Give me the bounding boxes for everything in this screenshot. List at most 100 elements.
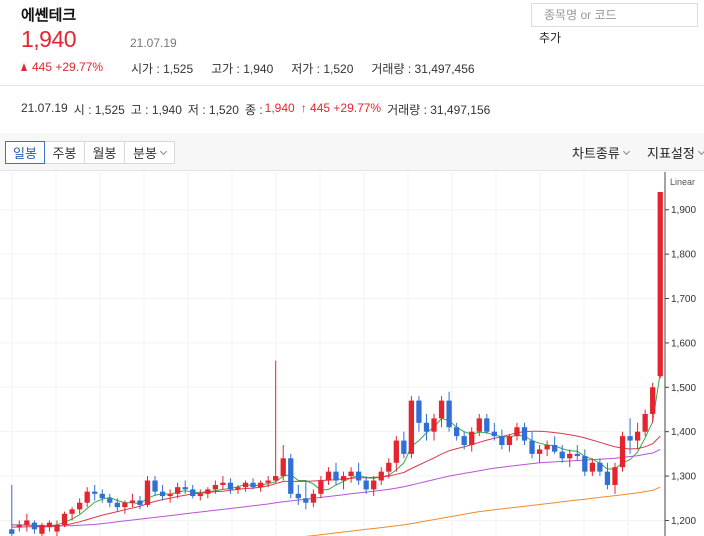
summary-volume: 거래량 : 31,497,156 xyxy=(387,103,491,117)
stat-volume: 거래량 : 31,497,456 xyxy=(371,62,475,76)
stat-open: 시가 : 1,525 xyxy=(131,62,194,76)
tab-weekly[interactable]: 주봉 xyxy=(45,141,85,164)
candle-body xyxy=(46,522,53,528)
candle-body xyxy=(401,440,407,454)
ma-line-ma5 xyxy=(11,373,661,528)
candle-body xyxy=(39,524,45,534)
tab-minute[interactable]: 분봉 xyxy=(125,141,175,164)
tab-monthly[interactable]: 월봉 xyxy=(85,141,125,164)
candle-body xyxy=(273,476,279,481)
candle-body xyxy=(92,491,98,494)
candle-body xyxy=(295,493,301,499)
y-tick-label: 1,400 xyxy=(671,427,696,438)
add-suggestion[interactable]: 추가 xyxy=(531,27,611,45)
candle-body xyxy=(378,471,384,481)
candle-body xyxy=(499,436,505,445)
candle-body xyxy=(122,502,128,508)
tab-daily[interactable]: 일봉 xyxy=(5,141,45,164)
candle-body xyxy=(521,427,528,441)
candle-body xyxy=(393,440,399,463)
candle-body xyxy=(416,400,422,423)
candle-body xyxy=(582,456,588,472)
candle-body xyxy=(265,480,271,483)
candle-body xyxy=(612,467,618,485)
price-stats: 시가 : 1,525 고가 : 1,940 저가 : 1,520 거래량 : 3… xyxy=(131,60,475,77)
stat-low: 저가 : 1,520 xyxy=(291,62,354,76)
y-tick-label: 1,700 xyxy=(671,294,696,305)
candle-body xyxy=(491,431,497,437)
candle-body xyxy=(657,191,663,377)
up-arrow-icon xyxy=(21,63,27,71)
chevron-down-icon xyxy=(697,147,704,155)
y-tick-label: 1,900 xyxy=(671,205,696,216)
price-change: 445 +29.77% xyxy=(21,60,103,74)
price-date: 21.07.19 xyxy=(130,36,177,50)
candle-body xyxy=(604,471,611,485)
candle-body xyxy=(589,462,596,472)
candle-body xyxy=(348,471,354,477)
scale-label: Linear xyxy=(670,177,695,187)
candle-body xyxy=(597,462,603,472)
y-tick-label: 1,600 xyxy=(671,338,696,349)
candle-body xyxy=(220,482,226,485)
candle-body xyxy=(84,491,90,503)
candle-body xyxy=(235,487,241,490)
candle-body xyxy=(303,498,309,503)
candle-body xyxy=(355,471,362,481)
chart-toolbar: 일봉 주봉 월봉 분봉 차트종류 지표설정 xyxy=(0,133,704,171)
candle-body xyxy=(574,453,580,457)
candle-body xyxy=(197,493,203,497)
candle-body xyxy=(227,482,234,490)
candle-body xyxy=(69,509,75,514)
current-price: 1,940 xyxy=(21,26,77,52)
candle-body xyxy=(431,418,437,432)
y-tick-label: 1,800 xyxy=(671,250,696,261)
candle-body xyxy=(99,493,105,499)
candle-body xyxy=(175,487,181,494)
candle-body xyxy=(257,482,264,488)
candle-body xyxy=(54,524,60,532)
change-value: 445 +29.77% xyxy=(32,60,104,74)
stock-search-input[interactable] xyxy=(531,3,698,27)
summary-change: ↑ 445 +29.77% xyxy=(300,101,382,115)
candle-body xyxy=(363,480,369,490)
y-tick-label: 1,300 xyxy=(671,472,696,483)
candle-body xyxy=(559,451,565,459)
candle-body xyxy=(76,502,83,510)
candle-body xyxy=(340,476,347,481)
candle-body xyxy=(408,400,415,454)
candle-body xyxy=(469,431,475,445)
candle-body xyxy=(325,471,332,481)
candle-body xyxy=(506,436,513,445)
candle-body xyxy=(514,427,520,437)
candlestick-chart[interactable]: Linear 1,200 1,300 1,400 1,500 1,600 1,700 1,80… xyxy=(0,172,704,536)
candle-body xyxy=(544,445,550,450)
candle-body xyxy=(627,436,633,441)
chart-type-menu[interactable]: 차트종류 xyxy=(572,141,630,164)
stat-high: 고가 : 1,940 xyxy=(211,62,274,76)
candle-body xyxy=(159,491,166,497)
stock-name: 에쎈테크 xyxy=(21,7,77,24)
candle-body xyxy=(129,500,136,503)
candle-body xyxy=(212,484,218,490)
summary-close-label: 종 : xyxy=(244,103,263,117)
ma-line-ma60 xyxy=(11,448,661,527)
candle-body xyxy=(567,453,573,459)
candle-body xyxy=(454,427,460,437)
candle-body xyxy=(318,480,324,494)
candle-body xyxy=(552,445,558,452)
indicator-settings-menu[interactable]: 지표설정 xyxy=(647,141,704,164)
candle-body xyxy=(484,418,490,432)
candle-body xyxy=(476,418,482,432)
indicator-label: 지표설정 xyxy=(647,146,695,161)
chart-type-label: 차트종류 xyxy=(572,146,620,161)
tab-minute-label: 분봉 xyxy=(133,146,157,161)
summary-open: 시 : 1,525 xyxy=(73,103,125,117)
candle-body xyxy=(438,400,445,419)
candle-body xyxy=(310,493,317,503)
y-tick-label: 1,200 xyxy=(671,516,696,527)
candle-body xyxy=(423,422,430,432)
candle-body xyxy=(190,489,196,497)
divider xyxy=(0,85,704,86)
candle-body xyxy=(536,449,543,454)
